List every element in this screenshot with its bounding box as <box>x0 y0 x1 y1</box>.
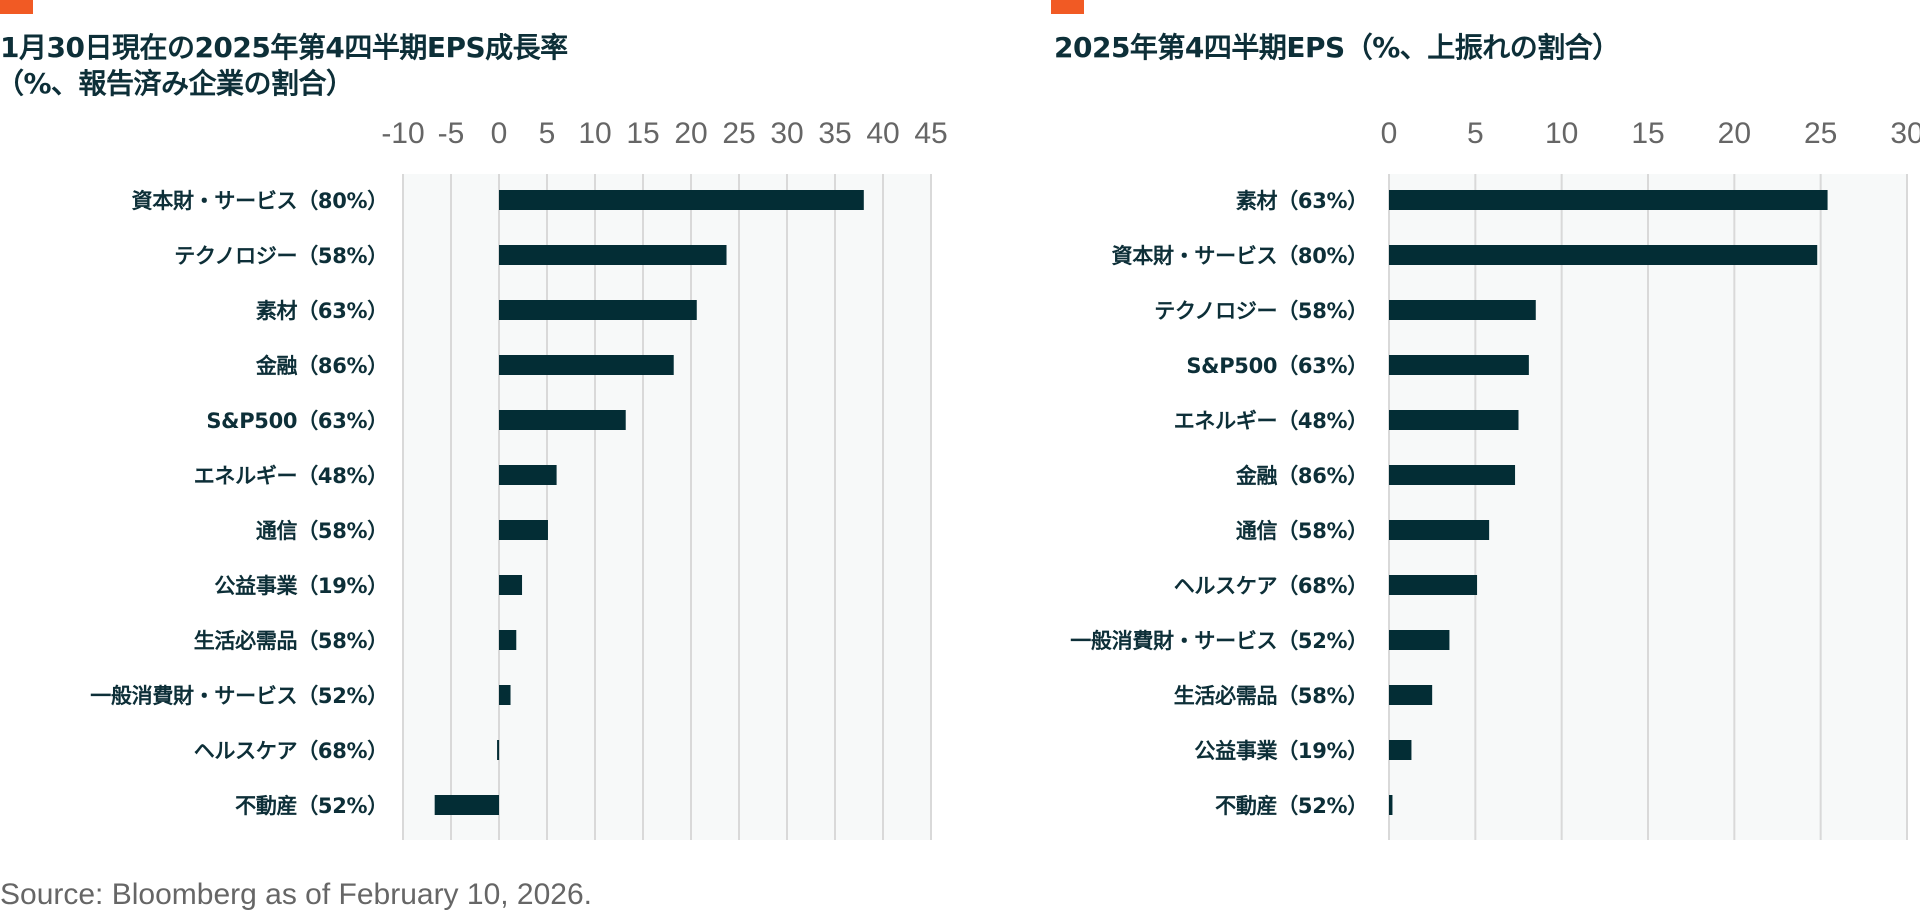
left-accent-bar <box>0 0 33 14</box>
right-category-label: S&P500（63%） <box>1186 354 1368 378</box>
left-bar <box>499 245 727 265</box>
left-x-tick-label: 35 <box>818 117 851 150</box>
right-category-label: 素材（63%） <box>1236 189 1368 213</box>
left-category-label: 金融（86%） <box>255 354 388 378</box>
right-category-label: 一般消費財・サービス（52%） <box>1070 629 1368 653</box>
right-x-tick-label: 0 <box>1381 117 1398 150</box>
right-bar <box>1389 465 1516 485</box>
right-category-label: 生活必需品（58%） <box>1174 684 1368 708</box>
right-bar <box>1389 300 1536 320</box>
left-category-label: 通信（58%） <box>256 519 388 543</box>
left-x-tick-label: 30 <box>770 117 803 150</box>
left-bar <box>499 465 557 485</box>
left-bar <box>497 740 500 760</box>
left-x-tick-label: 0 <box>491 117 508 150</box>
left-chart-subtitle: （%、報告済み企業の割合） <box>0 67 354 100</box>
left-bar <box>499 410 626 430</box>
left-bar <box>499 300 697 320</box>
right-x-tick-label: 30 <box>1890 117 1920 150</box>
right-bar <box>1389 575 1478 595</box>
left-category-label: 不動産（52%） <box>235 794 388 818</box>
left-chart-title: 1月30日現在の2025年第4四半期EPS成長率 （%、報告済み企業の割合） <box>0 30 568 102</box>
source-note: Source: Bloomberg as of February 10, 202… <box>0 878 593 911</box>
left-category-label: 素材（63%） <box>256 299 388 323</box>
right-bar <box>1389 245 1818 265</box>
right-x-tick-label: 15 <box>1631 117 1664 150</box>
right-chart: 0 5 10 15 20 25 30 素材（63%） 資本財・サービス（80%） テクノロジー（5… <box>1070 117 1920 840</box>
right-bar <box>1389 355 1529 375</box>
left-category-label: S&P500（63%） <box>206 409 388 433</box>
left-x-tick-label: 25 <box>722 117 755 150</box>
right-category-label: 不動産（52%） <box>1215 794 1368 818</box>
left-x-tick-label: 15 <box>626 117 659 150</box>
right-x-tick-label: 25 <box>1804 117 1837 150</box>
right-bar <box>1389 630 1450 650</box>
left-bar <box>499 190 864 210</box>
right-bar <box>1389 410 1519 430</box>
left-category-label: 生活必需品（58%） <box>194 629 388 653</box>
left-bar <box>499 630 517 650</box>
right-category-label: 公益事業（19%） <box>1194 739 1368 763</box>
right-x-tick-label: 10 <box>1545 117 1578 150</box>
right-category-label: 通信（58%） <box>1236 519 1368 543</box>
left-x-tick-label: 45 <box>914 117 947 150</box>
right-bar <box>1389 740 1412 760</box>
right-bar <box>1389 685 1433 705</box>
left-x-tick-label: -5 <box>438 117 465 150</box>
right-category-label: テクノロジー（58%） <box>1154 299 1368 323</box>
right-x-tick-label: 20 <box>1718 117 1751 150</box>
right-category-label: 資本財・サービス（80%） <box>1112 244 1368 268</box>
left-bar <box>499 685 511 705</box>
left-bar <box>499 520 548 540</box>
left-bar <box>499 575 523 595</box>
right-bar <box>1389 520 1490 540</box>
left-x-tick-label: 10 <box>578 117 611 150</box>
right-bar <box>1389 795 1393 815</box>
left-x-tick-label: 5 <box>539 117 556 150</box>
right-category-label: エネルギー（48%） <box>1174 409 1368 433</box>
left-chart: -10 -5 0 5 10 15 20 25 30 35 40 45 資本財・サービス（80%） テクノロ… <box>90 117 948 840</box>
left-category-label: 一般消費財・サービス（52%） <box>90 684 388 708</box>
left-category-label: テクノロジー（58%） <box>174 244 388 268</box>
right-bar <box>1389 190 1828 210</box>
left-plot-area <box>403 174 931 840</box>
left-x-tick-label: -10 <box>381 117 424 150</box>
right-x-tick-label: 5 <box>1467 117 1484 150</box>
left-category-label: エネルギー（48%） <box>194 464 388 488</box>
left-bar <box>434 795 499 815</box>
left-chart-title-line1: 1月30日現在の2025年第4四半期EPS成長率 <box>0 31 568 64</box>
left-category-label: 公益事業（19%） <box>214 574 388 598</box>
left-x-tick-label: 20 <box>674 117 707 150</box>
left-x-tick-label: 40 <box>866 117 899 150</box>
right-category-label: 金融（86%） <box>1235 464 1368 488</box>
left-category-label: 資本財・サービス（80%） <box>132 189 388 213</box>
right-chart-title: 2025年第4四半期EPS（%、上振れの割合） <box>1054 31 1620 64</box>
right-category-label: ヘルスケア（68%） <box>1174 574 1368 598</box>
right-accent-bar <box>1051 0 1084 14</box>
left-category-label: ヘルスケア（68%） <box>194 739 388 763</box>
left-bar <box>499 355 674 375</box>
